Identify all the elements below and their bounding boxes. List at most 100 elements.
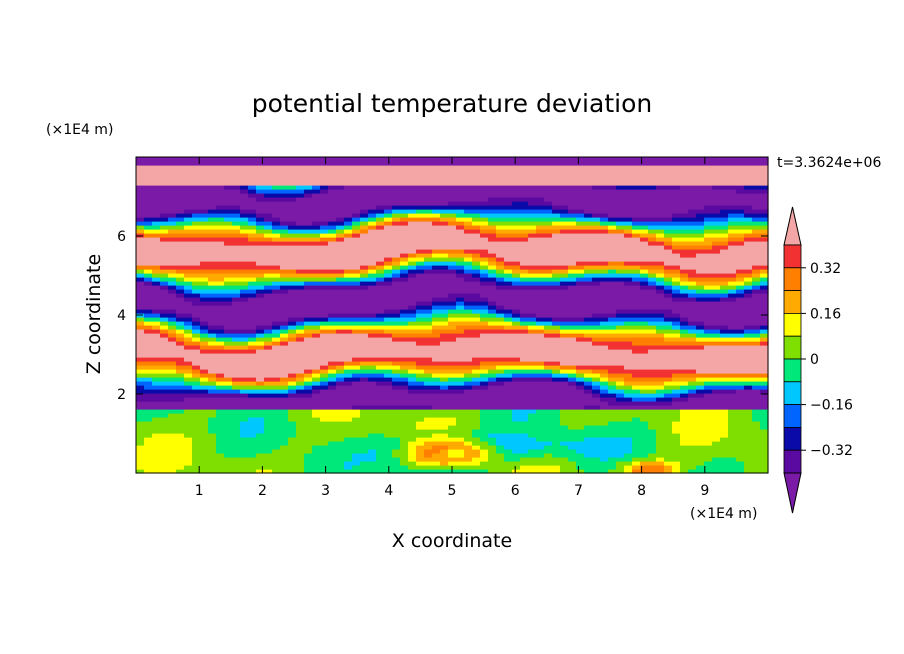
- field-cell: [168, 349, 177, 354]
- field-cell: [304, 401, 313, 406]
- field-cell: [344, 317, 353, 322]
- field-cell: [440, 373, 449, 378]
- field-cell: [208, 285, 217, 290]
- field-cell: [384, 205, 393, 210]
- field-cell: [408, 385, 417, 390]
- field-cell: [152, 197, 161, 202]
- field-cell: [488, 301, 497, 306]
- field-cell: [536, 321, 545, 326]
- field-cell: [248, 393, 257, 398]
- field-cell: [512, 353, 521, 358]
- field-cell: [640, 433, 649, 438]
- field-cell: [224, 285, 233, 290]
- field-cell: [488, 157, 497, 162]
- field-cell: [200, 393, 209, 398]
- field-cell: [584, 401, 593, 406]
- field-cell: [552, 241, 561, 246]
- field-cell: [184, 437, 193, 442]
- field-cell: [384, 345, 393, 350]
- field-cell: [144, 305, 153, 310]
- field-cell: [248, 305, 257, 310]
- field-cell: [512, 397, 521, 402]
- field-cell: [248, 245, 257, 250]
- field-cell: [632, 229, 641, 234]
- field-cell: [360, 461, 369, 466]
- field-cell: [216, 417, 225, 422]
- field-cell: [136, 269, 145, 274]
- field-cell: [600, 301, 609, 306]
- field-cell: [592, 281, 601, 286]
- field-cell: [584, 317, 593, 322]
- field-cell: [384, 189, 393, 194]
- field-cell: [360, 449, 369, 454]
- field-cell: [320, 413, 329, 418]
- field-cell: [568, 229, 577, 234]
- field-cell: [352, 441, 361, 446]
- field-cell: [224, 253, 233, 258]
- field-cell: [328, 197, 337, 202]
- field-cell: [472, 181, 481, 186]
- field-cell: [408, 237, 417, 242]
- field-cell: [184, 353, 193, 358]
- field-cell: [512, 465, 521, 470]
- field-cell: [232, 321, 241, 326]
- field-cell: [280, 177, 289, 182]
- field-cell: [432, 357, 441, 362]
- field-cell: [512, 409, 521, 414]
- field-cell: [376, 429, 385, 434]
- field-cell: [232, 301, 241, 306]
- field-cell: [152, 173, 161, 178]
- field-cell: [560, 329, 569, 334]
- field-cell: [192, 249, 201, 254]
- field-cell: [208, 449, 217, 454]
- field-cell: [464, 413, 473, 418]
- field-cell: [432, 209, 441, 214]
- field-cell: [520, 449, 529, 454]
- field-cell: [200, 321, 209, 326]
- field-cell: [496, 277, 505, 282]
- field-cell: [512, 345, 521, 350]
- field-cell: [280, 469, 289, 474]
- field-cell: [328, 325, 337, 330]
- field-cell: [424, 173, 433, 178]
- field-cell: [368, 425, 377, 430]
- field-cell: [632, 177, 641, 182]
- field-cell: [600, 233, 609, 238]
- field-cell: [216, 233, 225, 238]
- field-cell: [312, 273, 321, 278]
- field-cell: [392, 397, 401, 402]
- field-cell: [336, 389, 345, 394]
- field-cell: [224, 405, 233, 410]
- field-cell: [520, 469, 529, 474]
- field-cell: [232, 381, 241, 386]
- field-cell: [464, 177, 473, 182]
- field-cell: [176, 321, 185, 326]
- field-cell: [568, 389, 577, 394]
- field-cell: [152, 309, 161, 314]
- field-cell: [248, 345, 257, 350]
- field-cell: [376, 365, 385, 370]
- field-cell: [400, 417, 409, 422]
- field-cell: [136, 353, 145, 358]
- field-cell: [216, 165, 225, 170]
- field-cell: [392, 409, 401, 414]
- field-cell: [528, 413, 537, 418]
- field-cell: [344, 229, 353, 234]
- field-cell: [144, 193, 153, 198]
- field-cell: [192, 333, 201, 338]
- field-cell: [568, 225, 577, 230]
- field-cell: [632, 285, 641, 290]
- field-cell: [488, 349, 497, 354]
- field-cell: [632, 341, 641, 346]
- field-cell: [376, 189, 385, 194]
- field-cell: [368, 241, 377, 246]
- field-cell: [408, 441, 417, 446]
- field-cell: [432, 321, 441, 326]
- field-cell: [344, 157, 353, 162]
- field-cell: [272, 221, 281, 226]
- field-cell: [400, 445, 409, 450]
- field-cell: [536, 301, 545, 306]
- field-cell: [240, 301, 249, 306]
- field-cell: [616, 197, 625, 202]
- field-cell: [560, 413, 569, 418]
